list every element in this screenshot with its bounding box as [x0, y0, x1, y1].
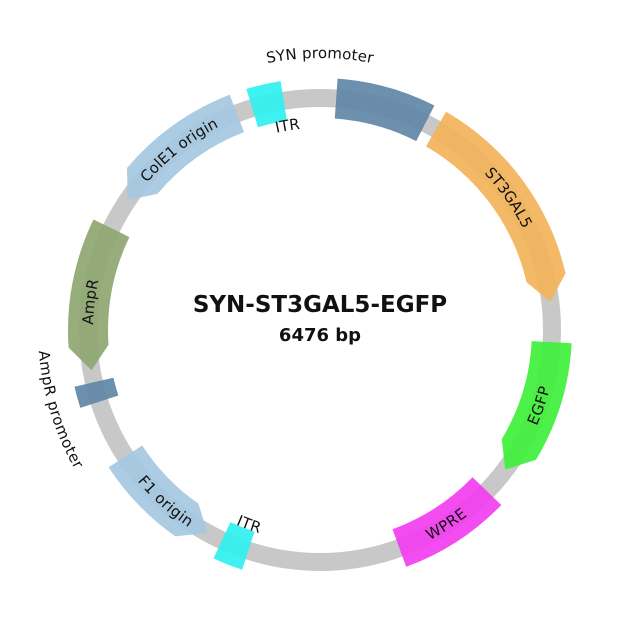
label-syn-promoter: SYN promoter: [265, 43, 376, 66]
feature-ampr: [67, 219, 130, 371]
feature-syn-promoter: [334, 78, 435, 142]
feature-egfp: [501, 341, 572, 470]
feature-layer: [67, 78, 572, 570]
plasmid-size: 6476 bp: [279, 325, 361, 346]
feature-itr-top: [246, 81, 287, 128]
label-ampr-promoter: AmpR promoter: [35, 350, 88, 472]
feature-ampr-promoter: [74, 377, 119, 408]
feature-wpre: [392, 477, 502, 567]
feature-f1-origin: [108, 445, 208, 537]
feature-st3gal5: [426, 111, 566, 302]
label-itr-top: ITR: [273, 114, 301, 136]
feature-cole1-origin: [126, 94, 245, 201]
label-ampr: AmpR: [79, 277, 102, 325]
feature-itr-bottom: [213, 522, 255, 570]
plasmid-name: SYN-ST3GAL5-EGFP: [193, 292, 447, 318]
